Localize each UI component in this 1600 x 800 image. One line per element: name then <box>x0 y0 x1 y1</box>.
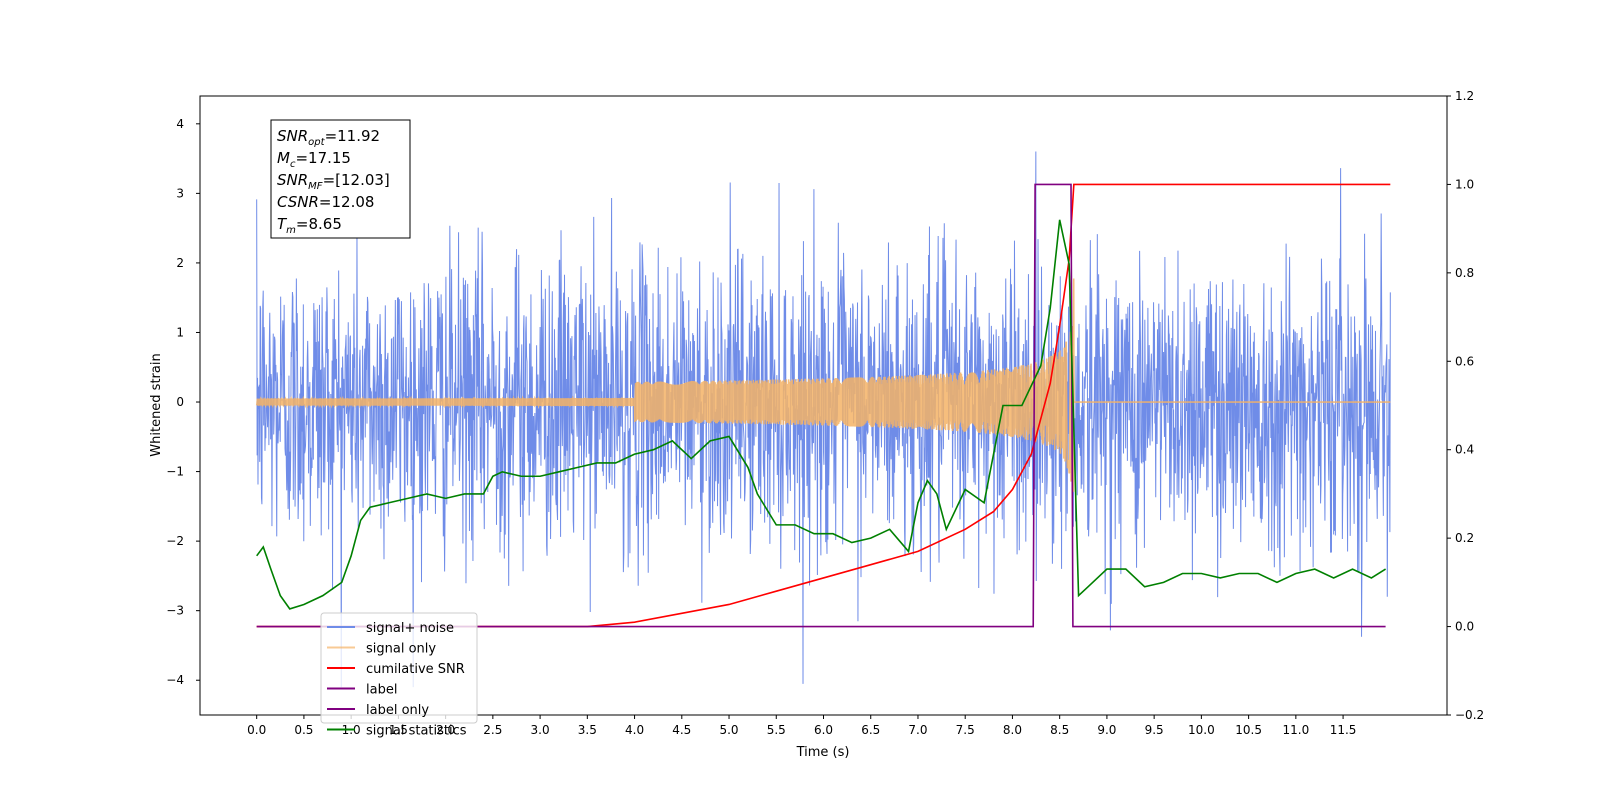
y-tick-label: −2 <box>166 534 184 548</box>
x-tick-label: 9.5 <box>1145 723 1164 737</box>
series-line-cumilative-snr <box>256 183 1391 628</box>
y-tick-label: −3 <box>166 604 184 618</box>
y-tick-label: −1 <box>166 465 184 479</box>
x-tick-label: 3.0 <box>531 723 550 737</box>
y2-tick-label: 0.4 <box>1455 443 1474 457</box>
annotation-line: SNRMF=[12.03] <box>277 171 390 192</box>
y-tick-label: 4 <box>176 117 184 131</box>
annotation-line: Tm=8.65 <box>277 215 342 236</box>
x-tick-label: 7.5 <box>956 723 975 737</box>
x-tick-label: 11.0 <box>1282 723 1309 737</box>
legend-label: signal+ noise <box>366 621 454 636</box>
x-tick-label: 10.5 <box>1235 723 1262 737</box>
y2-tick-label: −0.2 <box>1455 708 1484 722</box>
series-line-signal-only <box>255 278 1391 492</box>
x-tick-label: 2.5 <box>483 723 502 737</box>
x-axis-label: Time (s) <box>796 745 850 760</box>
x-tick-label: 2.0 <box>436 723 455 737</box>
x-tick-label: 10.0 <box>1188 723 1215 737</box>
y2-tick-label: 0.8 <box>1455 266 1474 280</box>
x-tick-label: 6.0 <box>814 723 833 737</box>
y-tick-label: 0 <box>176 395 184 409</box>
annotation-line: CSNR=12.08 <box>277 193 374 211</box>
series-line-signal-statistics <box>256 219 1387 610</box>
legend: signal+ noise signal only cumilative SNR la… <box>320 612 478 739</box>
legend-label: signal statistics <box>366 724 467 739</box>
x-tick-label: 0.0 <box>247 723 266 737</box>
x-tick-label: 5.0 <box>719 723 738 737</box>
stats-annotation-box: SNRopt=11.92Mc=17.15SNRMF=[12.03]CSNR=12… <box>270 119 411 239</box>
y-tick-label: 2 <box>176 256 184 270</box>
y2-tick-label: 0.6 <box>1455 354 1474 368</box>
y2-tick-label: 0.2 <box>1455 531 1474 545</box>
x-tick-label: 8.0 <box>1003 723 1022 737</box>
x-tick-label: 6.5 <box>861 723 880 737</box>
x-tick-label: 8.5 <box>1050 723 1069 737</box>
y-tick-label: 1 <box>176 325 184 339</box>
y-tick-label: 3 <box>176 186 184 200</box>
annotation-line: Mc=17.15 <box>277 149 351 170</box>
annotation-line: SNRopt=11.92 <box>277 127 380 148</box>
x-tick-label: 1.5 <box>389 723 408 737</box>
x-tick-label: 11.5 <box>1330 723 1357 737</box>
legend-label: label <box>366 683 397 698</box>
legend-label: cumilative SNR <box>366 662 465 677</box>
x-tick-label: 9.0 <box>1097 723 1116 737</box>
series-line-label <box>256 183 1386 628</box>
annotation-frame <box>270 119 411 239</box>
legend-label: label only <box>366 703 429 718</box>
series-line-signal-noise <box>256 151 1391 688</box>
legend-label: signal only <box>366 642 436 657</box>
x-tick-label: 7.0 <box>908 723 927 737</box>
y2-tick-label: 0.0 <box>1455 620 1474 634</box>
y2-tick-label: 1.0 <box>1455 177 1474 191</box>
y-tick-label: −4 <box>166 673 184 687</box>
x-tick-label: 0.5 <box>294 723 313 737</box>
x-tick-label: 4.0 <box>625 723 644 737</box>
x-tick-label: 4.5 <box>672 723 691 737</box>
legend-frame <box>320 612 478 724</box>
x-tick-label: 3.5 <box>578 723 597 737</box>
y2-tick-label: 1.2 <box>1455 89 1474 103</box>
y-axis-label: Whitened strain <box>149 353 164 456</box>
x-tick-label: 5.5 <box>767 723 786 737</box>
